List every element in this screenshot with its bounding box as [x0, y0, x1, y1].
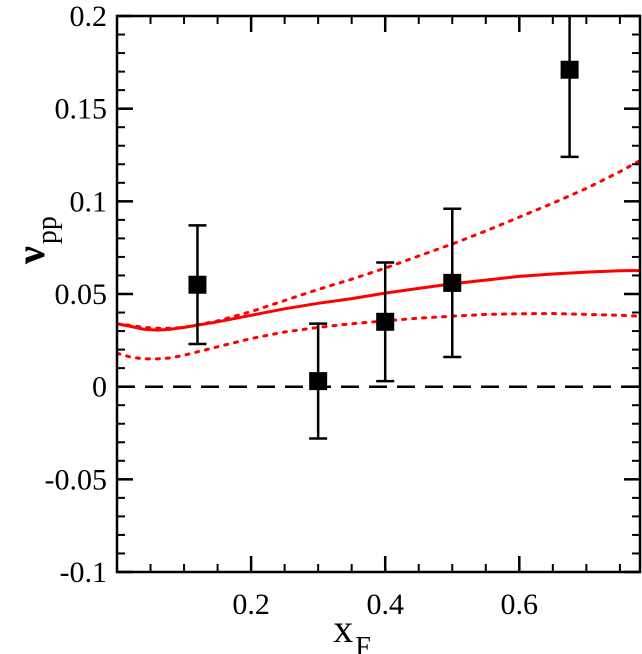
data-point-3 [443, 207, 462, 359]
marker-square [560, 60, 579, 79]
data-point-4 [560, 16, 579, 159]
x-tick-label: 0.4 [366, 588, 404, 621]
x-axis-label-sub: F [355, 632, 371, 654]
data-point-0 [188, 224, 207, 346]
curves-layer [117, 159, 640, 388]
curve-solid-0 [117, 269, 640, 332]
y-tick-label: -0.05 [45, 463, 108, 496]
y-tick-label: 0.15 [55, 93, 108, 126]
marker-square [443, 273, 462, 292]
tick-labels-layer: 0.2 0.4 0.6 -0.1 -0.05 0 0.05 0.1 0.15 0.2 [45, 0, 539, 621]
x-axis-label: xF [333, 606, 371, 654]
y-tick-label: 0.2 [70, 0, 108, 33]
curve-dotted-1 [117, 159, 640, 330]
curve-dotted-2 [117, 311, 640, 361]
y-tick-label: 0 [92, 371, 107, 404]
y-axis-label-sub: pp [32, 216, 63, 244]
data-point-1 [309, 322, 328, 440]
y-axis-label-main: ν [8, 246, 53, 265]
ticks-layer [117, 14, 640, 574]
x-axis-label-main: x [333, 606, 353, 651]
y-tick-label: 0.1 [70, 185, 108, 218]
x-tick-label: 0.6 [501, 588, 539, 621]
y-axis-label: ν pp [8, 216, 63, 265]
data-point-2 [376, 261, 395, 383]
marker-square [376, 312, 395, 331]
marker-square [309, 372, 328, 391]
x-tick-label: 0.2 [232, 588, 270, 621]
y-tick-label: -0.1 [60, 556, 108, 589]
y-tick-label: 0.05 [55, 278, 108, 311]
points-layer [188, 16, 579, 440]
marker-square [188, 275, 207, 294]
